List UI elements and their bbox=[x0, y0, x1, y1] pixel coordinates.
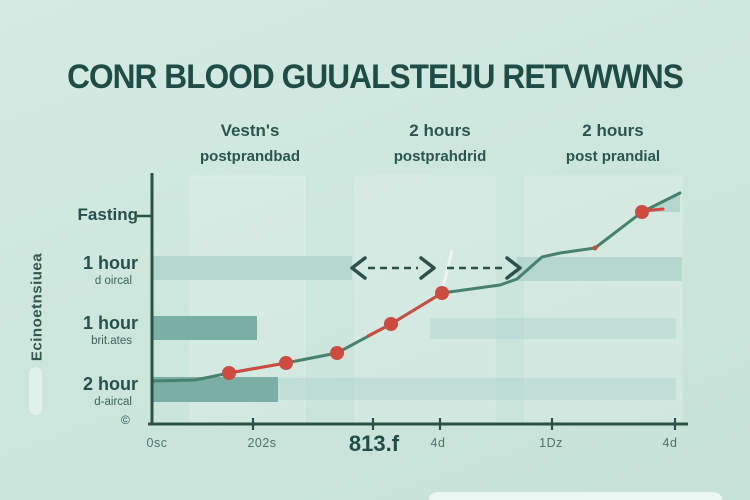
row-label-1hour-a-sub: d oircal bbox=[94, 275, 132, 287]
row-label-1hour-b: 1 hour brit.ates bbox=[0, 313, 138, 347]
x-axis-label-3: 813.f bbox=[348, 431, 400, 456]
column-header-3-line1: 2 hours bbox=[582, 121, 644, 140]
bottom-card-edge bbox=[428, 492, 723, 500]
column-header-1-line1: Vestn's bbox=[220, 121, 280, 140]
column-header-3-line2: post prandial bbox=[565, 148, 661, 165]
row-label-2hour: 2 hour d-aircal bbox=[0, 374, 138, 408]
x-axis-label-5: 1Dz bbox=[539, 436, 563, 450]
side-capsule-decoration bbox=[29, 367, 42, 415]
row-label-1hour-a-text: 1 hour bbox=[82, 253, 138, 273]
row-label-2hour-sub: d-aircal bbox=[94, 396, 132, 408]
x-axis-label-2: 202s bbox=[247, 436, 277, 450]
x-axis-label-6: 4d bbox=[662, 436, 678, 450]
x-axis-label-1: 0sc bbox=[146, 436, 168, 450]
row-label-fasting: Fasting bbox=[0, 205, 138, 225]
row-label-2hour-text: 2 hour bbox=[82, 374, 138, 394]
column-header-2-line1: 2 hours bbox=[409, 121, 471, 140]
column-header-2-line2: postprahdrid bbox=[393, 148, 487, 165]
row-label-1hour-b-sub: brit.ates bbox=[91, 335, 132, 347]
row-label-1hour-b-text: 1 hour bbox=[82, 313, 138, 333]
side-label: Ecinoetnsiuea bbox=[28, 252, 46, 362]
page-title: CONR BLOOD GUUALSTEIJU RETVWWNS bbox=[67, 58, 684, 96]
x-axis-label-4: 4d bbox=[430, 436, 446, 450]
column-header-2: 2 hours postprahdrid bbox=[394, 121, 487, 164]
row-label-1hour-a: 1 hour d oircal bbox=[0, 253, 138, 287]
row-label-fasting-text: Fasting bbox=[77, 205, 138, 224]
column-header-1-line2: postprandbad bbox=[200, 148, 300, 165]
copyright-symbol: © bbox=[121, 413, 130, 427]
column-header-3: 2 hours post prandial bbox=[566, 121, 660, 164]
column-header-1: Vestn's postprandbad bbox=[200, 121, 300, 164]
